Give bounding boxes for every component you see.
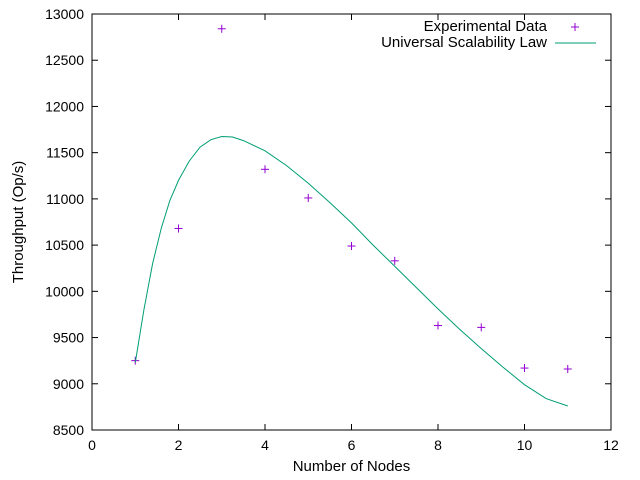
data-point bbox=[520, 364, 529, 373]
y-tick-label: 9000 bbox=[53, 376, 84, 392]
data-point bbox=[174, 224, 183, 233]
data-point bbox=[477, 323, 486, 332]
x-tick-label: 10 bbox=[517, 437, 533, 453]
legend-plus bbox=[571, 23, 579, 31]
y-tick-label: 9500 bbox=[53, 330, 84, 346]
legend-label-universal-scalability-law: Universal Scalability Law bbox=[381, 34, 547, 51]
y-tick-label: 12000 bbox=[45, 98, 84, 114]
y-tick-label: 10500 bbox=[45, 237, 84, 253]
data-point bbox=[390, 256, 399, 265]
x-tick-label: 4 bbox=[261, 437, 269, 453]
x-tick-label: 6 bbox=[348, 437, 356, 453]
y-tick-label: 8500 bbox=[53, 422, 84, 438]
data-point bbox=[434, 321, 442, 330]
y-tick-label: 10000 bbox=[45, 283, 84, 299]
data-point bbox=[347, 242, 356, 251]
legend: Experimental Data Universal Scalability … bbox=[381, 18, 596, 51]
series-layer bbox=[131, 24, 572, 407]
y-tick-label: 11500 bbox=[46, 145, 84, 161]
y-tick-label: 12500 bbox=[45, 52, 84, 68]
y-tick-label: 13000 bbox=[45, 6, 84, 22]
x-tick-label: 2 bbox=[175, 437, 183, 453]
x-tick-label: 8 bbox=[434, 437, 442, 453]
legend-label-experimental-data: Experimental Data bbox=[424, 18, 548, 35]
data-point bbox=[563, 364, 572, 373]
usl-fit-line bbox=[134, 135, 568, 407]
data-point bbox=[304, 193, 313, 202]
data-point bbox=[217, 24, 226, 33]
ticks-layer: 0 2 4 6 8 10 12 8500 9000 9500 10000 10500 11000 1150… bbox=[45, 6, 619, 453]
y-axis-title: Throughput (Op/s) bbox=[10, 161, 27, 284]
x-axis-title: Number of Nodes bbox=[293, 458, 411, 475]
data-point bbox=[261, 165, 269, 174]
x-tick-label: 12 bbox=[603, 437, 619, 453]
legend-marker-experimental-data bbox=[571, 23, 579, 31]
x-tick-label: 0 bbox=[88, 437, 96, 453]
plot-frame bbox=[91, 13, 612, 431]
y-tick-label: 11000 bbox=[46, 191, 84, 207]
